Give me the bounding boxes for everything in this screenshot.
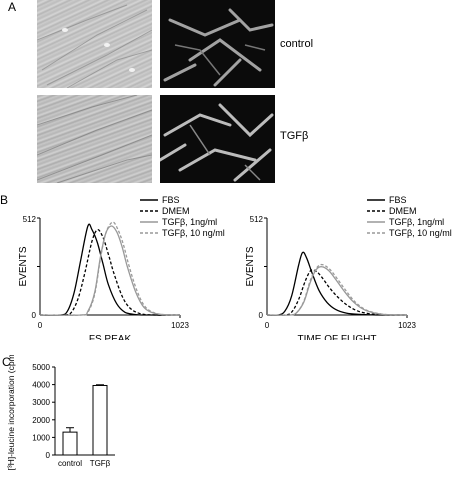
y-tick-label: 0: [46, 451, 51, 460]
y-tick-label: 0: [259, 311, 264, 320]
x-tick-label: 1023: [171, 321, 189, 330]
legend-label: TGFβ, 10 ng/ml: [162, 228, 225, 238]
x-tick-label: 0: [265, 321, 270, 330]
leucine-incorporation-bar-chart: 0 1000 2000 3000 4000 5000 control TGFβ [³H]-leu…: [6, 355, 115, 471]
series-line-1: [266, 269, 408, 316]
series-line-3: [266, 263, 408, 316]
bar: [92, 384, 108, 456]
series-line-2: [39, 225, 181, 316]
legend-label: TGFβ, 1ng/ml: [389, 217, 444, 227]
series-line-0: [266, 251, 408, 316]
legend-label: DMEM: [162, 206, 190, 216]
control-fluorescence-image: [160, 0, 275, 88]
x-tick-label: 1023: [398, 321, 416, 330]
y-tick-label: 4000: [32, 381, 50, 390]
series-line-0: [39, 223, 181, 316]
y-tick-label: 1000: [32, 433, 50, 442]
series-line-2: [266, 266, 408, 316]
y-tick-label: 3000: [32, 398, 50, 407]
x-tick-label: TGFβ: [90, 459, 111, 468]
tgfb-phase-contrast-image: [37, 95, 152, 183]
row-label-control: control: [280, 38, 314, 50]
control-phase-contrast-image: [37, 0, 152, 88]
panel-b-letter: B: [0, 193, 9, 207]
y-tick-label: 0: [32, 311, 37, 320]
y-tick-label: 5000: [32, 363, 50, 372]
x-axis-label: TIME OF FLIGHT: [298, 334, 377, 340]
y-axis-label: [³H]-leucine incorporation (cpm): [6, 355, 16, 471]
series-line-1: [39, 229, 181, 316]
x-axis-label: FS PEAK: [89, 334, 132, 340]
bar: [62, 431, 78, 456]
row-label-tgfb: TGFβ: [280, 130, 309, 142]
legend-label: FBS: [162, 195, 180, 205]
x-tick-label: control: [58, 459, 82, 468]
y-axis-label: EVENTS: [18, 246, 29, 286]
legend-label: DMEM: [389, 206, 417, 216]
x-tick-label: 0: [38, 321, 43, 330]
legend-label: FBS: [389, 195, 407, 205]
y-tick-label: 512: [23, 215, 37, 224]
legend-label: TGFβ, 1ng/ml: [162, 217, 217, 227]
panel-c-letter: C: [2, 355, 11, 369]
panel-a-letter: A: [8, 0, 17, 14]
y-tick-label: 2000: [32, 416, 50, 425]
series-line-3: [39, 221, 181, 316]
y-axis-label: EVENTS: [245, 246, 256, 286]
legend-label: TGFβ, 10 ng/ml: [389, 228, 452, 238]
y-tick-label: 512: [250, 215, 264, 224]
tgfb-fluorescence-image: [160, 95, 275, 183]
